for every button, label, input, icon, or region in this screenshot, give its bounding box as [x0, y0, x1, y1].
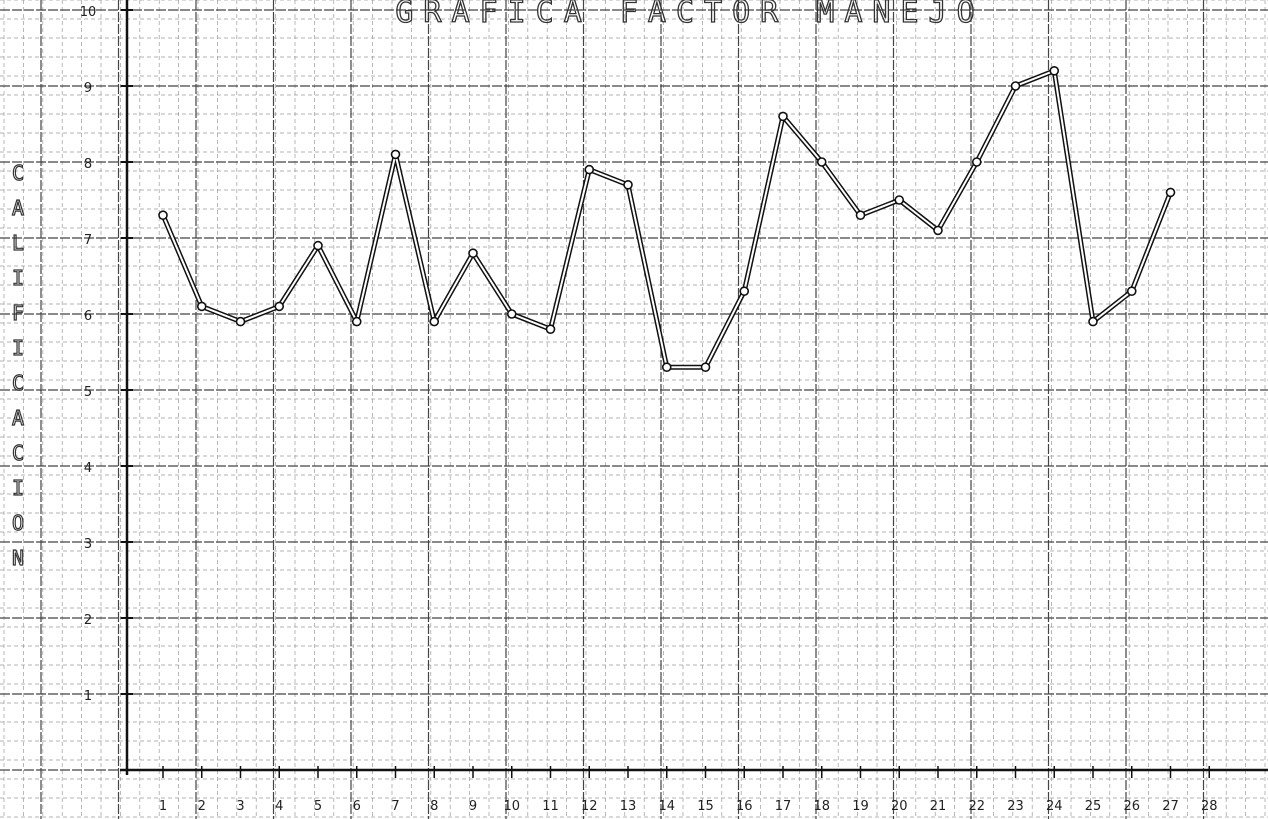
data-point — [429, 316, 440, 327]
data-point — [623, 180, 633, 190]
data-point — [661, 362, 672, 373]
x-tick-label: 20 — [891, 799, 908, 814]
x-tick-label: 8 — [430, 799, 438, 814]
y-tick-label: 1 — [84, 689, 92, 704]
data-point — [855, 210, 866, 220]
y-tick-label: 2 — [84, 613, 92, 628]
y-label-letter: A — [12, 196, 24, 220]
y-label-letter: I — [12, 336, 24, 360]
y-label-letter: F — [12, 301, 24, 325]
data-point — [390, 149, 401, 160]
data-point — [971, 157, 982, 167]
data-point — [894, 195, 905, 205]
x-tick-label: 1 — [159, 799, 167, 814]
data-point — [1088, 316, 1098, 327]
data-point — [506, 309, 517, 319]
chart-title: GRAFICA FACTOR MANEJO — [395, 0, 984, 30]
data-point — [1126, 286, 1137, 297]
x-tick-label: 15 — [697, 799, 714, 814]
data-point — [468, 248, 478, 258]
x-tick-label: 17 — [775, 799, 792, 814]
x-tick-label: 21 — [930, 799, 947, 814]
y-tick-label: 10 — [80, 5, 97, 20]
x-tick-label: 24 — [1046, 799, 1063, 814]
x-tick-label: 5 — [314, 799, 322, 814]
x-tick-labels: 1 2 3 4 5 6 7 8 9 10 11 12 13 14 15 16 17 18 19 20 21 22 23 24 2… — [159, 766, 1218, 814]
y-label-letter: C — [12, 441, 24, 465]
x-tick-label: 10 — [503, 799, 520, 814]
y-label-letter: L — [12, 231, 24, 255]
y-tick-label: 7 — [84, 233, 92, 248]
x-tick-label: 22 — [968, 799, 985, 814]
x-tick-label: 13 — [620, 799, 637, 814]
data-point — [235, 316, 246, 327]
x-tick-label: 16 — [736, 799, 753, 814]
series-group — [158, 66, 1176, 373]
x-tick-label: 12 — [581, 799, 598, 814]
data-point — [816, 157, 827, 167]
data-point — [1049, 66, 1060, 76]
x-tick-label: 3 — [236, 799, 244, 814]
x-tick-label: 25 — [1085, 799, 1102, 814]
y-tick-label: 4 — [84, 461, 92, 476]
x-tick-label: 27 — [1162, 799, 1179, 814]
x-tick-label: 18 — [813, 799, 830, 814]
data-point — [196, 301, 207, 312]
x-tick-label: 6 — [353, 799, 361, 814]
data-point — [158, 210, 168, 220]
data-point — [739, 286, 750, 297]
x-tick-label: 11 — [542, 799, 559, 814]
data-point — [700, 362, 711, 373]
data-point — [313, 240, 323, 251]
y-tick-labels: 1 2 3 4 5 6 7 8 9 10 — [80, 5, 133, 704]
y-label-letter: A — [12, 406, 24, 430]
x-tick-label: 26 — [1123, 799, 1140, 814]
y-tick-label: 5 — [84, 385, 92, 400]
y-label-letter: C — [12, 161, 24, 185]
data-point — [545, 324, 556, 335]
x-tick-label: 2 — [198, 799, 206, 814]
x-tick-label: 9 — [469, 799, 477, 814]
data-point — [1165, 187, 1176, 198]
y-label-letter: I — [12, 266, 24, 290]
data-point — [584, 164, 595, 175]
data-point — [778, 111, 788, 122]
y-tick-label: 8 — [84, 157, 92, 172]
x-tick-label: 23 — [1007, 799, 1024, 814]
data-point — [274, 301, 285, 312]
x-tick-label: 19 — [852, 799, 869, 814]
y-label-letter: I — [12, 476, 24, 500]
y-tick-label: 9 — [84, 81, 92, 96]
x-tick-label: 7 — [391, 799, 399, 814]
x-tick-label: 14 — [658, 799, 675, 814]
data-point — [1010, 81, 1021, 91]
y-label-letter: N — [12, 546, 24, 570]
x-tick-label: 28 — [1201, 799, 1218, 814]
y-tick-label: 3 — [84, 537, 92, 552]
data-point — [351, 316, 362, 327]
y-label-letter: C — [12, 371, 24, 395]
axes — [120, 0, 1268, 775]
data-point — [933, 225, 943, 236]
y-label-letter: O — [12, 511, 24, 535]
x-tick-label: 4 — [275, 799, 283, 814]
y-tick-label: 6 — [84, 309, 92, 324]
